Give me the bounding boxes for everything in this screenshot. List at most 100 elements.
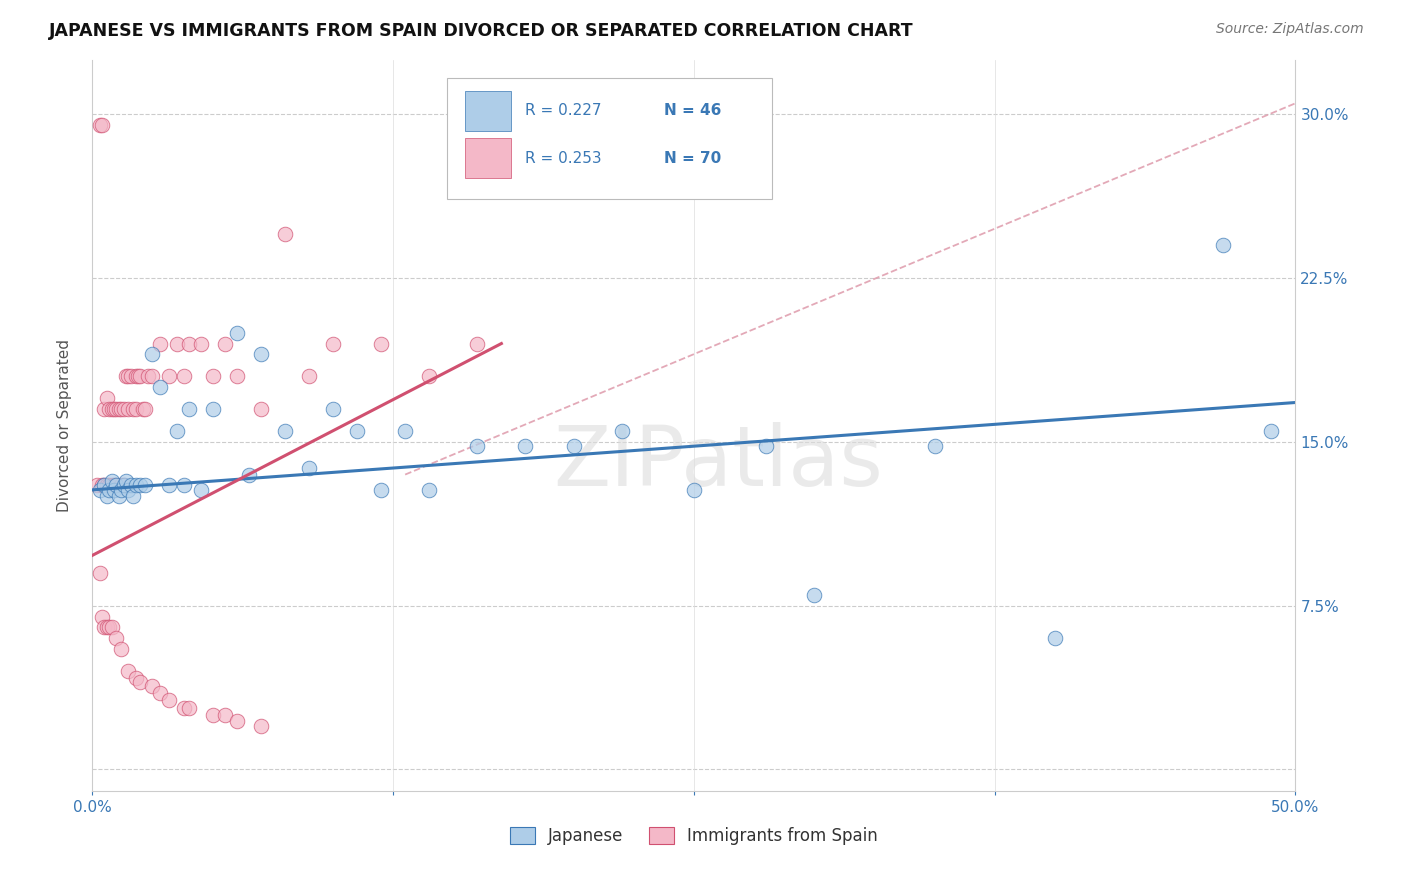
Point — [610, 424, 633, 438]
Point — [173, 701, 195, 715]
Point — [177, 336, 200, 351]
Point — [238, 467, 260, 482]
Point — [98, 620, 121, 634]
Legend: Japanese, Immigrants from Spain: Japanese, Immigrants from Spain — [510, 827, 877, 845]
Point — [98, 402, 121, 417]
Point — [201, 369, 224, 384]
Point — [86, 478, 108, 492]
Point — [89, 566, 111, 580]
Point — [515, 439, 537, 453]
Point — [100, 620, 122, 634]
Point — [120, 478, 142, 492]
Text: N = 46: N = 46 — [664, 103, 721, 119]
Point — [225, 714, 247, 729]
Point — [129, 478, 152, 492]
Point — [177, 402, 200, 417]
Point — [127, 369, 149, 384]
Point — [89, 483, 111, 497]
Point — [346, 424, 368, 438]
Point — [190, 336, 212, 351]
Point — [562, 439, 585, 453]
Point — [274, 424, 297, 438]
Point — [100, 478, 122, 492]
Point — [166, 336, 188, 351]
Point — [157, 692, 180, 706]
Point — [129, 369, 152, 384]
Point — [803, 588, 825, 602]
Point — [117, 369, 139, 384]
Point — [418, 369, 440, 384]
Point — [124, 671, 146, 685]
Point — [110, 642, 132, 657]
Point — [225, 326, 247, 340]
Point — [177, 701, 200, 715]
Point — [96, 620, 118, 634]
Point — [173, 478, 195, 492]
Point — [249, 719, 271, 733]
Point — [173, 369, 195, 384]
Point — [157, 478, 180, 492]
Point — [134, 478, 156, 492]
Point — [100, 474, 122, 488]
Point — [370, 336, 392, 351]
Point — [96, 490, 118, 504]
Text: R = 0.253: R = 0.253 — [526, 151, 602, 166]
Y-axis label: Divorced or Separated: Divorced or Separated — [58, 339, 72, 512]
Point — [274, 227, 297, 242]
Point — [166, 424, 188, 438]
Point — [98, 483, 121, 497]
Point — [96, 478, 118, 492]
Point — [322, 336, 344, 351]
Point — [110, 402, 132, 417]
Point — [103, 478, 125, 492]
Point — [91, 118, 114, 132]
Point — [115, 369, 138, 384]
Point — [136, 369, 159, 384]
Text: ZIPatlas: ZIPatlas — [553, 422, 883, 502]
Point — [134, 402, 156, 417]
Point — [370, 483, 392, 497]
Point — [93, 478, 115, 492]
FancyBboxPatch shape — [465, 91, 510, 131]
Point — [141, 347, 163, 361]
Point — [110, 483, 132, 497]
Point — [98, 478, 121, 492]
Point — [89, 118, 111, 132]
Point — [112, 478, 135, 492]
Point — [112, 402, 135, 417]
Point — [1260, 424, 1282, 438]
Point — [249, 402, 271, 417]
Point — [1043, 632, 1066, 646]
Point — [122, 402, 145, 417]
Point — [117, 483, 139, 497]
Point — [93, 402, 115, 417]
Point — [122, 490, 145, 504]
Point — [190, 483, 212, 497]
Point — [924, 439, 946, 453]
Point — [149, 380, 172, 394]
Point — [124, 478, 146, 492]
Point — [96, 391, 118, 405]
Point — [103, 402, 125, 417]
Point — [105, 478, 128, 492]
Point — [112, 478, 135, 492]
Point — [201, 402, 224, 417]
Point — [249, 347, 271, 361]
Point — [93, 620, 115, 634]
Point — [465, 336, 488, 351]
Text: R = 0.227: R = 0.227 — [526, 103, 602, 119]
Point — [124, 402, 146, 417]
Point — [105, 632, 128, 646]
Point — [107, 402, 129, 417]
Point — [225, 369, 247, 384]
Point — [465, 439, 488, 453]
Point — [755, 439, 778, 453]
Point — [141, 369, 163, 384]
Text: JAPANESE VS IMMIGRANTS FROM SPAIN DIVORCED OR SEPARATED CORRELATION CHART: JAPANESE VS IMMIGRANTS FROM SPAIN DIVORC… — [49, 22, 914, 40]
Point — [322, 402, 344, 417]
Point — [117, 402, 139, 417]
Point — [418, 483, 440, 497]
Point — [91, 478, 114, 492]
Point — [103, 483, 125, 497]
Point — [298, 461, 321, 475]
